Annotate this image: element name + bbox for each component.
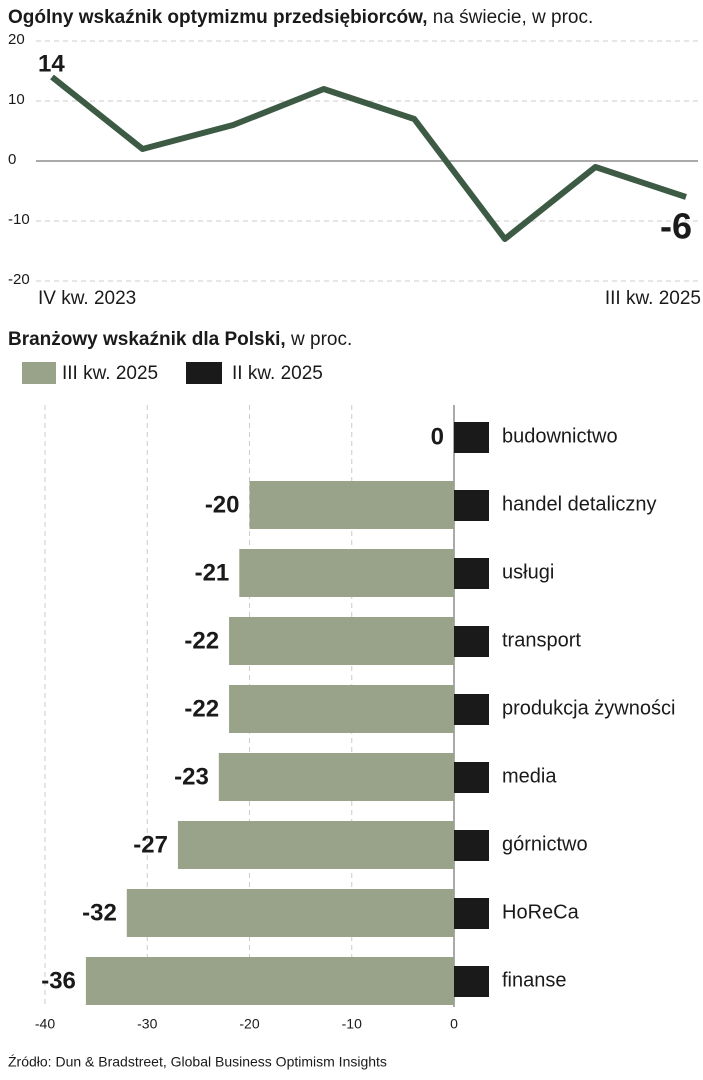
prev-value-box	[454, 830, 489, 861]
prev-value-box	[454, 762, 489, 793]
chart-title: Branżowy wskaźnik dla Polski, w proc.	[8, 329, 352, 350]
line	[50, 74, 687, 242]
category-label: produkcja żywności	[502, 697, 675, 719]
category-label: media	[502, 765, 557, 787]
bar	[85, 957, 455, 1005]
bar-value-label: 0	[431, 423, 444, 450]
source: Źródło: Dun & Bradstreet, Global Busines…	[8, 1054, 387, 1070]
y-tick-label: 10	[8, 91, 25, 108]
prev-value-box	[454, 626, 489, 657]
y-tick-label: -10	[8, 211, 30, 228]
prev-value-box	[454, 966, 489, 997]
category-label: HoReCa	[502, 901, 580, 923]
bar	[229, 685, 454, 733]
category-label: transport	[502, 629, 581, 651]
category-label: handel detaliczny	[502, 493, 657, 515]
bar-value-label: -32	[82, 899, 117, 926]
bar-value-label: -27	[133, 831, 168, 858]
bar-value-label: -36	[41, 967, 76, 994]
prev-value-label: 4	[466, 699, 476, 719]
bar	[229, 617, 454, 665]
x-tick-label: -20	[239, 1016, 259, 1032]
data-label: 14	[38, 50, 65, 77]
prev-value-box	[454, 898, 489, 929]
prev-value-box	[454, 558, 489, 589]
legend-swatch	[186, 362, 222, 384]
prev-value-label: -14	[458, 767, 484, 787]
prev-value-box	[454, 694, 489, 725]
legend-label: II kw. 2025	[232, 363, 323, 384]
bar	[218, 753, 454, 801]
bar-value-label: -23	[174, 763, 209, 790]
bar	[126, 889, 455, 937]
bar-value-label: -20	[205, 491, 240, 518]
x-tick-label: -30	[137, 1016, 157, 1032]
legend-marker-text: xxx	[194, 365, 214, 380]
prev-value-label: -5	[463, 903, 479, 923]
prev-value-label: -6	[463, 631, 479, 651]
category-label: górnictwo	[502, 833, 588, 855]
bar-value-label: -22	[184, 627, 219, 654]
subtitle: w proc.	[286, 329, 353, 350]
category-label: budownictwo	[502, 425, 618, 447]
prev-value-label: -3	[463, 563, 479, 583]
prev-value-label: -6	[463, 835, 479, 855]
category-label: finanse	[502, 969, 567, 991]
prev-value-box	[454, 422, 489, 453]
x-tick-label: III kw. 2025	[605, 288, 701, 309]
legend-label: III kw. 2025	[62, 363, 158, 384]
category-label: usługi	[502, 561, 554, 583]
x-tick-label: -10	[342, 1016, 362, 1032]
y-tick-label: -20	[8, 271, 30, 288]
bar	[177, 821, 455, 869]
x-tick-label: -40	[35, 1016, 55, 1032]
prev-value-label: -21	[458, 427, 484, 447]
subtitle: na świecie, w proc.	[427, 7, 593, 28]
x-tick-label: 0	[450, 1016, 458, 1032]
bar	[249, 481, 454, 529]
bar	[239, 549, 454, 597]
prev-value-label: -12	[458, 495, 484, 515]
x-tick-label: IV kw. 2023	[38, 288, 136, 309]
data-label: -6	[660, 206, 692, 247]
y-tick-label: 20	[8, 31, 25, 48]
chart-title: Ogólny wskaźnik optymizmu przedsiębiorcó…	[8, 7, 593, 28]
y-tick-label: 0	[8, 151, 16, 168]
prev-value-box	[454, 490, 489, 521]
title: Branżowy wskaźnik dla Polski,	[8, 329, 286, 350]
title: Ogólny wskaźnik optymizmu przedsiębiorcó…	[8, 7, 427, 28]
legend-swatch	[22, 362, 56, 384]
bar-value-label: -22	[184, 695, 219, 722]
prev-value-label: 13	[461, 971, 481, 991]
bar-value-label: -21	[195, 559, 230, 586]
